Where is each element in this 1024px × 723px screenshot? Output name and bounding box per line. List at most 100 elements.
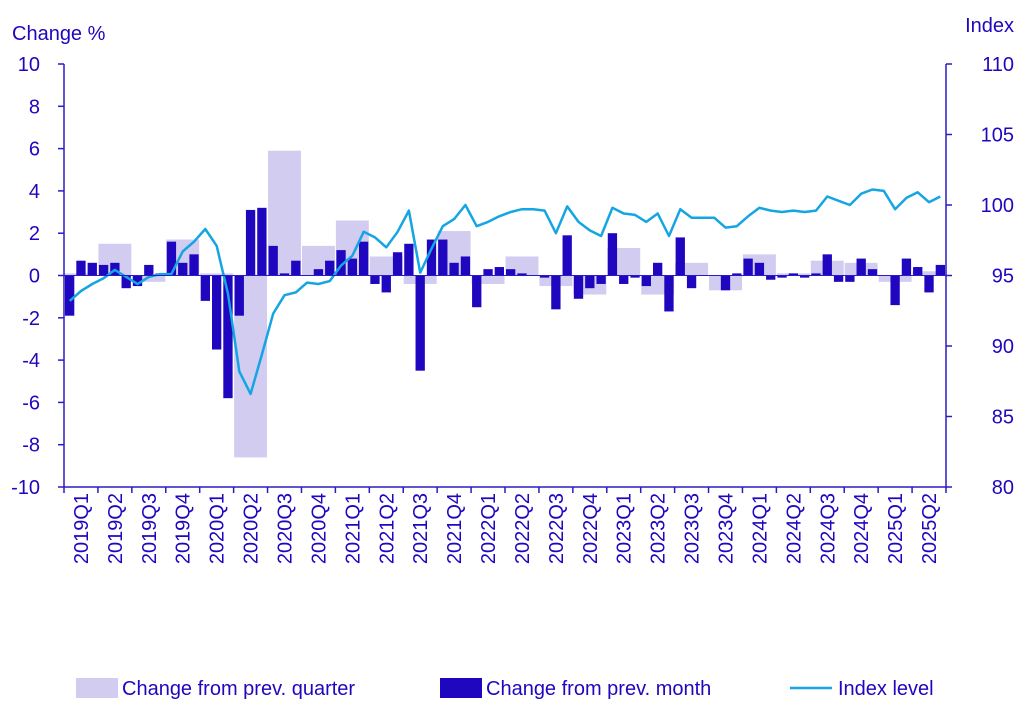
x-tick-label: 2020Q3 bbox=[275, 493, 297, 564]
month-bar bbox=[822, 254, 832, 276]
quarter-bar bbox=[471, 275, 505, 284]
legend-label-index: Index level bbox=[838, 678, 934, 700]
month-bar bbox=[325, 260, 335, 276]
month-bar bbox=[845, 275, 855, 282]
month-bar bbox=[404, 243, 414, 276]
x-tick-label: 2021Q1 bbox=[342, 493, 364, 564]
month-bar bbox=[675, 237, 685, 276]
month-bar bbox=[833, 275, 844, 282]
month-bar bbox=[653, 262, 663, 276]
month-bar bbox=[641, 275, 651, 287]
month-bar bbox=[913, 267, 923, 276]
month-bar bbox=[935, 264, 945, 276]
month-bar bbox=[562, 235, 572, 276]
month-bar bbox=[415, 275, 425, 371]
x-tick-label: 2022Q2 bbox=[512, 493, 534, 564]
right-axis-label: Index bbox=[965, 15, 1014, 37]
month-bar bbox=[347, 258, 357, 276]
month-bar bbox=[87, 262, 97, 276]
month-bar bbox=[743, 258, 753, 276]
month-bar bbox=[901, 258, 912, 276]
left-tick-label: -2 bbox=[22, 308, 40, 330]
month-bar bbox=[381, 275, 391, 293]
month-bar bbox=[924, 275, 934, 293]
legend-label-quarter: Change from prev. quarter bbox=[122, 678, 355, 700]
month-bar bbox=[539, 275, 550, 278]
x-tick-label: 2023Q4 bbox=[716, 493, 738, 564]
right-tick-label: 105 bbox=[981, 125, 1014, 147]
right-tick-label: 95 bbox=[992, 266, 1014, 288]
x-tick-label: 2023Q1 bbox=[614, 493, 636, 564]
month-bar bbox=[144, 264, 154, 276]
month-bar bbox=[472, 275, 482, 308]
x-tick-label: 2019Q4 bbox=[173, 493, 195, 564]
month-bar bbox=[811, 273, 821, 276]
month-bar bbox=[268, 245, 278, 276]
left-tick-label: 4 bbox=[29, 181, 40, 203]
month-bar bbox=[867, 269, 878, 276]
month-bar bbox=[585, 275, 595, 289]
month-bar bbox=[449, 262, 459, 276]
x-tick-label: 2024Q3 bbox=[817, 493, 839, 564]
month-bar bbox=[178, 262, 188, 276]
x-tick-label: 2024Q4 bbox=[851, 493, 873, 564]
legend-swatch-month bbox=[440, 678, 482, 698]
x-tick-label: 2023Q2 bbox=[648, 493, 670, 564]
month-bar bbox=[370, 275, 380, 284]
month-bar bbox=[551, 275, 561, 310]
x-tick-label: 2024Q1 bbox=[749, 493, 771, 564]
month-bars bbox=[65, 207, 945, 399]
x-tick-label: 2019Q3 bbox=[139, 493, 161, 564]
x-tick-label: 2022Q3 bbox=[546, 493, 568, 564]
left-tick-label: -10 bbox=[11, 477, 40, 499]
right-tick-label: 90 bbox=[992, 336, 1014, 358]
month-bar bbox=[460, 256, 471, 276]
month-bar bbox=[856, 258, 866, 276]
right-tick-label: 80 bbox=[992, 477, 1014, 499]
month-bar bbox=[223, 275, 233, 399]
month-bar bbox=[392, 252, 403, 276]
month-bar bbox=[76, 260, 86, 276]
month-bar bbox=[754, 262, 765, 276]
quarter-bar bbox=[912, 271, 946, 276]
month-bar bbox=[630, 275, 640, 278]
month-bar bbox=[619, 275, 629, 284]
month-bar bbox=[573, 275, 584, 299]
x-tick-label: 2021Q2 bbox=[376, 493, 398, 564]
x-tick-label: 2021Q3 bbox=[410, 493, 432, 564]
month-bar bbox=[506, 269, 516, 276]
x-tick-label: 2020Q4 bbox=[308, 493, 330, 564]
left-tick-label: 6 bbox=[29, 139, 40, 161]
month-bar bbox=[788, 273, 798, 276]
x-tick-label: 2023Q3 bbox=[682, 493, 704, 564]
quarter-bar bbox=[132, 275, 166, 282]
month-bar bbox=[166, 241, 177, 276]
x-tick-label: 2025Q2 bbox=[919, 493, 941, 564]
month-bar bbox=[279, 273, 290, 276]
month-bar bbox=[336, 250, 346, 276]
x-tick-label: 2021Q4 bbox=[444, 493, 466, 564]
right-tick-label: 110 bbox=[982, 54, 1014, 76]
month-bar bbox=[121, 275, 131, 289]
quarter-bars bbox=[64, 150, 946, 458]
month-bar bbox=[720, 275, 731, 291]
month-bar bbox=[313, 269, 324, 276]
month-bar bbox=[245, 209, 256, 276]
month-bar bbox=[686, 275, 697, 289]
left-tick-label: 0 bbox=[29, 266, 40, 288]
legend-label-month: Change from prev. month bbox=[486, 678, 711, 700]
x-tick-label: 2020Q1 bbox=[207, 493, 229, 564]
month-bar bbox=[596, 275, 606, 284]
x-tick-label: 2019Q2 bbox=[105, 493, 127, 564]
left-tick-label: -8 bbox=[22, 435, 40, 457]
legend-swatch-quarter bbox=[76, 678, 118, 698]
index-line bbox=[68, 188, 941, 396]
left-tick-label: 10 bbox=[18, 54, 40, 76]
month-bar bbox=[98, 264, 109, 276]
left-tick-label: 2 bbox=[29, 223, 40, 245]
left-axis-label: Change % bbox=[12, 23, 106, 45]
month-bar bbox=[189, 254, 199, 276]
left-tick-label: 8 bbox=[29, 96, 40, 118]
month-bar bbox=[483, 269, 493, 276]
